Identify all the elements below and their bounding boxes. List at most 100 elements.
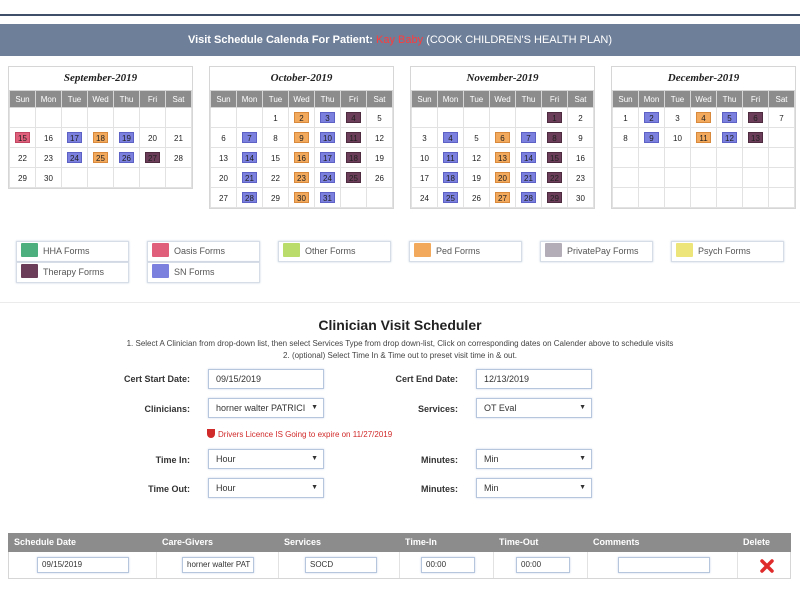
calendar-day[interactable]: 4	[346, 112, 361, 123]
calendar-day-cell[interactable]: 30	[567, 187, 594, 208]
calendar-day[interactable]: 16	[44, 134, 53, 143]
calendar-day-cell[interactable]: 20	[489, 167, 516, 188]
calendar-day[interactable]: 2	[644, 112, 659, 123]
calendar-day-cell[interactable]: 27	[489, 187, 516, 208]
calendar-day-cell[interactable]: 9	[567, 127, 594, 148]
calendar-day[interactable]: 13	[219, 154, 228, 163]
calendar-day-cell[interactable]: 15	[9, 127, 36, 148]
calendar-day[interactable]: 20	[148, 134, 157, 143]
calendar-day[interactable]: 3	[675, 114, 680, 123]
calendar-day-cell[interactable]: 1	[612, 107, 639, 128]
calendar-day[interactable]: 16	[576, 154, 585, 163]
calendar-day-cell[interactable]: 16	[567, 147, 594, 168]
calendar-day[interactable]: 29	[547, 192, 562, 203]
calendar-day-cell[interactable]: 28	[515, 187, 542, 208]
calendar-day-cell[interactable]: 26	[463, 187, 490, 208]
calendar-day[interactable]: 4	[696, 112, 711, 123]
calendar-day[interactable]: 22	[271, 174, 280, 183]
calendar-day-cell[interactable]: 7	[768, 107, 795, 128]
calendar-day-cell[interactable]: 11	[340, 127, 367, 148]
calendar-day-cell[interactable]: 23	[567, 167, 594, 188]
calendar-day[interactable]: 6	[495, 132, 510, 143]
calendar-day[interactable]: 5	[722, 112, 737, 123]
calendar-day[interactable]: 18	[93, 132, 108, 143]
calendar-day[interactable]: 6	[748, 112, 763, 123]
calendar-day-cell[interactable]: 5	[366, 107, 393, 128]
time-in-input[interactable]: 00:00	[421, 557, 475, 573]
calendar-day-cell[interactable]: 21	[236, 167, 263, 188]
calendar-day[interactable]: 2	[294, 112, 309, 123]
calendar-day-cell[interactable]: 17	[61, 127, 88, 148]
calendar-day-cell[interactable]: 28	[165, 147, 192, 168]
clinician-select[interactable]: horner walter PATRICI ▼	[208, 398, 324, 418]
calendar-day-cell[interactable]: 26	[366, 167, 393, 188]
calendar-day[interactable]: 30	[576, 194, 585, 203]
calendar-day-cell[interactable]: 4	[437, 127, 464, 148]
calendar-day[interactable]: 9	[578, 134, 583, 143]
calendar-day[interactable]: 18	[443, 172, 458, 183]
cert-end-input[interactable]: 12/13/2019	[476, 369, 592, 389]
calendar-day-cell[interactable]: 22	[262, 167, 289, 188]
calendar-day[interactable]: 30	[294, 192, 309, 203]
calendar-day[interactable]: 13	[748, 132, 763, 143]
calendar-day-cell[interactable]: 24	[411, 187, 438, 208]
calendar-day-cell[interactable]: 29	[541, 187, 568, 208]
calendar-day-cell[interactable]: 7	[236, 127, 263, 148]
calendar-day-cell[interactable]: 3	[664, 107, 691, 128]
calendar-day[interactable]: 10	[673, 134, 682, 143]
calendar-day-cell[interactable]: 12	[463, 147, 490, 168]
calendar-day[interactable]: 26	[375, 174, 384, 183]
calendar-day[interactable]: 26	[472, 194, 481, 203]
calendar-day[interactable]: 15	[271, 154, 280, 163]
calendar-day[interactable]: 27	[495, 192, 510, 203]
calendar-day[interactable]: 23	[294, 172, 309, 183]
calendar-day[interactable]: 21	[521, 172, 536, 183]
calendar-day-cell[interactable]: 11	[437, 147, 464, 168]
calendar-day-cell[interactable]: 29	[262, 187, 289, 208]
calendar-day-cell[interactable]: 6	[210, 127, 237, 148]
calendar-day-cell[interactable]: 26	[113, 147, 140, 168]
calendar-day[interactable]: 14	[521, 152, 536, 163]
calendar-day[interactable]: 29	[18, 174, 27, 183]
calendar-day[interactable]: 17	[67, 132, 82, 143]
calendar-day-cell[interactable]: 4	[340, 107, 367, 128]
calendar-day-cell[interactable]: 6	[742, 107, 769, 128]
calendar-day[interactable]: 5	[377, 114, 382, 123]
calendar-day-cell[interactable]: 27	[139, 147, 166, 168]
calendar-day[interactable]: 1	[273, 114, 278, 123]
calendar-day[interactable]: 20	[495, 172, 510, 183]
calendar-day[interactable]: 2	[578, 114, 583, 123]
calendar-day[interactable]: 7	[779, 114, 784, 123]
caregiver-input[interactable]: horner walter PAT	[182, 557, 254, 573]
calendar-day-cell[interactable]: 18	[437, 167, 464, 188]
calendar-day-cell[interactable]: 1	[262, 107, 289, 128]
service-input[interactable]: SOCD	[305, 557, 377, 573]
schedule-date-input[interactable]: 09/15/2019	[37, 557, 129, 573]
calendar-day[interactable]: 10	[320, 132, 335, 143]
calendar-day-cell[interactable]: 23	[288, 167, 315, 188]
calendar-day-cell[interactable]: 10	[411, 147, 438, 168]
calendar-day-cell[interactable]: 19	[463, 167, 490, 188]
calendar-day[interactable]: 17	[320, 152, 335, 163]
calendar-day-cell[interactable]: 29	[9, 167, 36, 188]
calendar-day[interactable]: 24	[420, 194, 429, 203]
calendar-day[interactable]: 27	[219, 194, 228, 203]
calendar-day[interactable]: 22	[18, 154, 27, 163]
calendar-day-cell[interactable]: 14	[236, 147, 263, 168]
calendar-day-cell[interactable]: 18	[87, 127, 114, 148]
calendar-day-cell[interactable]: 18	[340, 147, 367, 168]
calendar-day-cell[interactable]: 20	[210, 167, 237, 188]
calendar-day[interactable]: 28	[521, 192, 536, 203]
calendar-day[interactable]: 14	[242, 152, 257, 163]
calendar-day[interactable]: 22	[547, 172, 562, 183]
calendar-day[interactable]: 3	[320, 112, 335, 123]
calendar-day-cell[interactable]: 17	[314, 147, 341, 168]
calendar-day[interactable]: 15	[547, 152, 562, 163]
calendar-day[interactable]: 9	[644, 132, 659, 143]
time-out-select[interactable]: Hour ▼	[208, 478, 324, 498]
calendar-day-cell[interactable]: 9	[288, 127, 315, 148]
time-out-input[interactable]: 00:00	[516, 557, 570, 573]
calendar-day[interactable]: 25	[443, 192, 458, 203]
calendar-day-cell[interactable]: 13	[210, 147, 237, 168]
calendar-day-cell[interactable]: 13	[489, 147, 516, 168]
